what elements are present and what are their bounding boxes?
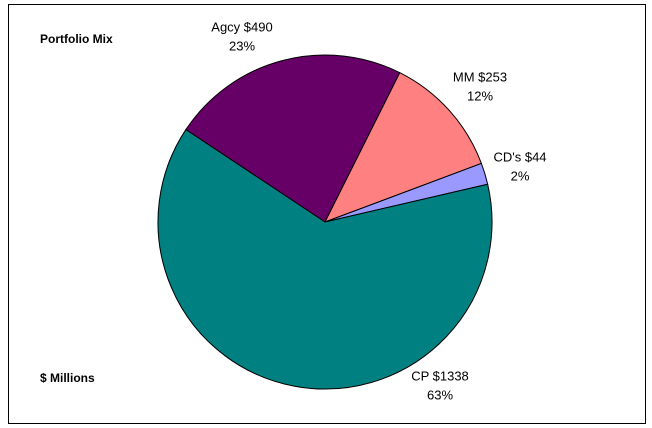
- slice-share-label: 63%: [427, 387, 453, 402]
- pie-slice: [323, 72, 483, 223]
- slice-share-label: 23%: [229, 38, 255, 53]
- chart-title: Portfolio Mix: [40, 32, 113, 46]
- slice-label: Agcy $490: [211, 19, 272, 34]
- slice-label: CP $1338: [411, 368, 469, 383]
- slice-share-label: 12%: [467, 88, 493, 103]
- slice-label: CD's $44: [493, 149, 546, 164]
- slice-share-label: 2%: [511, 168, 530, 183]
- pie-slice: [157, 128, 493, 390]
- chart-subtitle: $ Millions: [40, 371, 95, 385]
- pie-slice: [185, 54, 401, 223]
- slice-label: MM $253: [453, 69, 507, 84]
